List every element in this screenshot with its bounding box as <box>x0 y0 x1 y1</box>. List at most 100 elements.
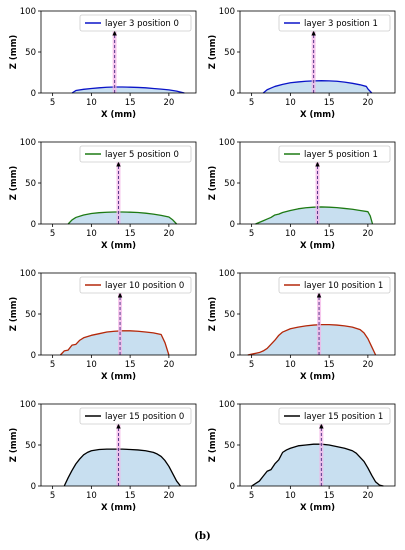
x-axis-label: X (mm) <box>300 110 335 120</box>
x-tick-label: 5 <box>50 98 55 108</box>
legend: layer 5 position 0 <box>79 145 192 163</box>
x-tick-label: 20 <box>362 229 373 239</box>
x-axis-label: X (mm) <box>300 503 335 513</box>
marker-arrowhead <box>315 161 320 167</box>
marker-arrowhead <box>316 292 322 298</box>
x-tick-label: 20 <box>163 98 174 108</box>
subplot-3: 5 10 15 20 0 50 100 X (mm) Z (mm) layer 5 positio… <box>9 138 197 251</box>
x-tick-label: 15 <box>324 360 335 370</box>
profile-line <box>59 330 170 356</box>
x-tick-label: 5 <box>249 491 254 501</box>
marker-arrowhead <box>116 423 121 429</box>
x-tick-label: 20 <box>163 491 174 501</box>
legend-box <box>79 145 192 163</box>
legend: layer 3 position 1 <box>278 14 391 32</box>
profile-fill <box>251 444 384 486</box>
x-tick-label: 5 <box>249 229 254 239</box>
y-tick-label: 0 <box>230 351 235 361</box>
x-tick-label: 10 <box>86 229 97 239</box>
profile-line <box>67 211 178 225</box>
y-axis-label: Z (mm) <box>208 166 218 201</box>
y-tick-label: 50 <box>224 179 235 189</box>
legend: layer 15 position 1 <box>278 407 391 425</box>
x-tick-label: 15 <box>125 491 136 501</box>
y-tick-label: 0 <box>230 89 235 99</box>
x-axis-label: X (mm) <box>300 241 335 251</box>
y-tick-label: 100 <box>20 7 36 17</box>
y-axis-label: Z (mm) <box>208 35 218 70</box>
y-tick-label: 100 <box>219 138 235 148</box>
x-tick-label: 15 <box>324 229 335 239</box>
x-tick-label: 10 <box>285 491 296 501</box>
x-axis-label: X (mm) <box>300 372 335 382</box>
profile-fill <box>64 449 181 486</box>
profile-line <box>71 86 185 94</box>
legend-label: layer 15 position 1 <box>304 412 383 422</box>
x-tick-label: 10 <box>285 360 296 370</box>
profile-line <box>255 206 374 225</box>
x-tick-label: 15 <box>324 491 335 501</box>
x-tick-label: 20 <box>362 360 373 370</box>
y-tick-label: 50 <box>25 179 36 189</box>
legend-box <box>278 407 391 425</box>
x-axis-label: X (mm) <box>101 503 136 513</box>
legend-box <box>79 14 192 32</box>
y-tick-label: 50 <box>25 441 36 451</box>
legend-label: layer 15 position 0 <box>105 412 184 422</box>
x-tick-label: 10 <box>285 98 296 108</box>
y-tick-label: 50 <box>25 310 36 320</box>
x-tick-label: 5 <box>50 360 55 370</box>
y-tick-label: 50 <box>224 48 235 58</box>
figure-caption: (b) <box>194 531 211 542</box>
subplot-5: 5 10 15 20 0 50 100 X (mm) Z (mm) layer 10 positi… <box>9 269 197 382</box>
profile-line <box>251 443 384 487</box>
marker-arrowhead <box>319 423 324 429</box>
legend-box <box>79 276 192 294</box>
y-axis-label: Z (mm) <box>9 428 19 463</box>
legend-label: layer 5 position 0 <box>105 150 179 160</box>
legend-label: layer 3 position 0 <box>105 19 179 29</box>
y-tick-label: 0 <box>31 89 36 99</box>
x-tick-label: 5 <box>50 491 55 501</box>
y-tick-label: 0 <box>230 220 235 230</box>
x-tick-label: 10 <box>285 229 296 239</box>
x-tick-label: 15 <box>125 98 136 108</box>
x-axis-label: X (mm) <box>101 110 136 120</box>
legend: layer 10 position 0 <box>79 276 192 294</box>
y-tick-label: 0 <box>230 482 235 492</box>
x-tick-label: 15 <box>324 98 335 108</box>
legend: layer 15 position 0 <box>79 407 192 425</box>
y-tick-label: 50 <box>224 310 235 320</box>
x-tick-label: 20 <box>362 491 373 501</box>
x-tick-label: 20 <box>163 229 174 239</box>
profile-fill <box>68 212 177 224</box>
x-tick-label: 15 <box>125 360 136 370</box>
legend-label: layer 10 position 1 <box>304 281 383 291</box>
y-tick-label: 100 <box>219 269 235 279</box>
legend-box <box>278 276 391 294</box>
marker-arrowhead <box>112 30 117 36</box>
y-tick-label: 100 <box>20 269 36 279</box>
profile-fill <box>72 87 185 93</box>
x-tick-label: 20 <box>163 360 174 370</box>
subplot-8: 5 10 15 20 0 50 100 X (mm) Z (mm) layer 15 positi… <box>208 400 396 513</box>
subplot-7: 5 10 15 20 0 50 100 X (mm) Z (mm) layer 15 positi… <box>9 400 197 513</box>
legend-box <box>79 407 192 425</box>
x-tick-label: 15 <box>125 229 136 239</box>
y-tick-label: 50 <box>224 441 235 451</box>
subplot-6: 5 10 15 20 0 50 100 X (mm) Z (mm) layer 10 positi… <box>208 269 396 382</box>
subplot-1: 5 10 15 20 0 50 100 X (mm) Z (mm) layer 3 positio… <box>9 7 197 120</box>
y-axis-label: Z (mm) <box>9 166 19 201</box>
x-tick-label: 10 <box>86 491 97 501</box>
legend-label: layer 10 position 0 <box>105 281 184 291</box>
y-tick-label: 0 <box>31 482 36 492</box>
y-axis-label: Z (mm) <box>9 297 19 332</box>
legend: layer 3 position 0 <box>79 14 192 32</box>
y-tick-label: 100 <box>219 400 235 410</box>
y-tick-label: 100 <box>20 138 36 148</box>
marker-arrowhead <box>311 30 316 36</box>
marker-arrowhead <box>116 161 121 167</box>
y-tick-label: 100 <box>219 7 235 17</box>
x-tick-label: 5 <box>50 229 55 239</box>
